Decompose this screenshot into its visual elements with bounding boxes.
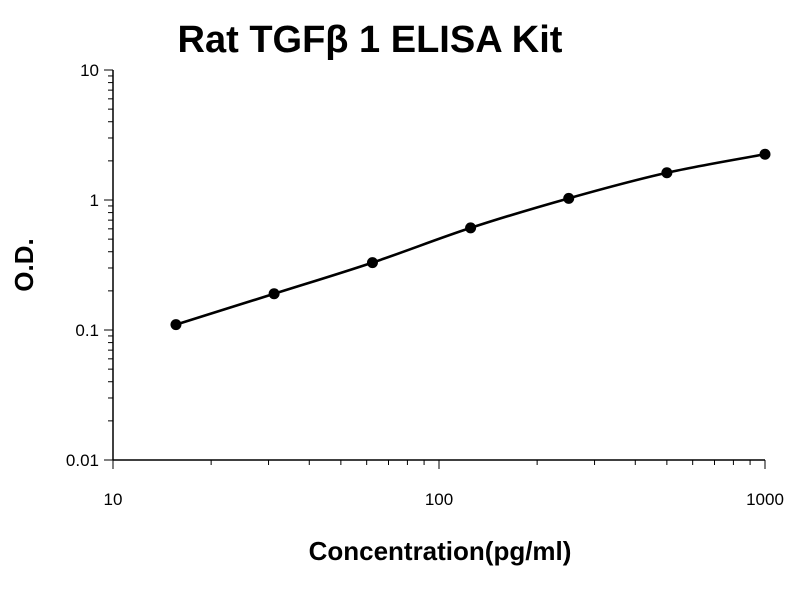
y-tick-label: 0.01 xyxy=(66,451,99,470)
y-tick-label: 10 xyxy=(80,61,99,80)
y-axis-label: O.D. xyxy=(9,238,39,291)
data-point xyxy=(661,167,673,179)
axes xyxy=(104,69,766,469)
y-tick-label: 1 xyxy=(90,191,99,210)
data-point xyxy=(170,319,182,331)
x-tick-label: 1000 xyxy=(746,490,784,509)
chart-title: Rat TGFβ 1 ELISA Kit xyxy=(178,19,563,61)
data-point xyxy=(759,148,771,160)
data-point xyxy=(366,257,378,269)
data-point xyxy=(465,222,477,234)
x-tick-label: 100 xyxy=(425,490,453,509)
data-point xyxy=(268,288,280,300)
tick-labels: 10 1 0.1 0.01 10 100 1000 xyxy=(66,61,784,509)
y-tick-label: 0.1 xyxy=(75,321,99,340)
data-series xyxy=(170,148,771,331)
x-tick-label: 10 xyxy=(104,490,123,509)
data-point xyxy=(563,192,575,204)
x-axis-label: Concentration(pg/ml) xyxy=(309,536,572,566)
series-line xyxy=(175,152,766,326)
